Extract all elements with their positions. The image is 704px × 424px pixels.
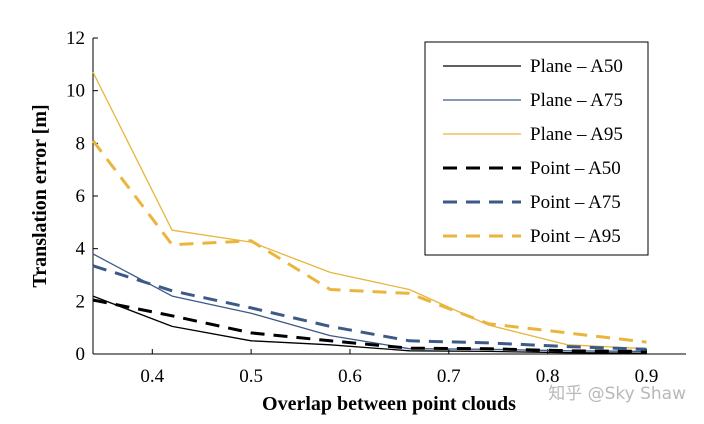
legend-box xyxy=(424,41,649,256)
y-tick-label: 10 xyxy=(66,81,85,102)
legend: Plane – A50 Plane – A75 Plane – A95 Point –… xyxy=(424,41,649,256)
series-line-4 xyxy=(92,298,647,353)
y-tick-label: 12 xyxy=(66,28,85,49)
series-line-1 xyxy=(92,295,647,354)
x-tick-label: 0.7 xyxy=(437,366,461,387)
x-tick-label: 0.4 xyxy=(140,366,164,387)
y-axis-title: Translation error [m] xyxy=(29,104,51,287)
y-tick-label: 6 xyxy=(76,186,86,207)
y-tick-label: 8 xyxy=(76,133,86,154)
legend-label: Point – A75 xyxy=(530,192,621,213)
y-tick-label: 4 xyxy=(76,239,86,260)
y-tick-label: 2 xyxy=(76,291,86,312)
x-tick-label: 0.6 xyxy=(338,366,362,387)
series-line-2 xyxy=(92,253,647,353)
axes: 0 2 4 6 8 10 12 0.4 0.5 0.6 0.7 0.8 0.9 xyxy=(66,28,686,387)
legend-label: Plane – A50 xyxy=(530,56,623,77)
legend-label: Point – A95 xyxy=(530,226,621,247)
series-line-6 xyxy=(91,139,647,344)
legend-label: Point – A50 xyxy=(530,158,621,179)
y-tick-label: 0 xyxy=(76,344,86,365)
series-line-3 xyxy=(92,71,647,350)
x-tick-label: 0.9 xyxy=(635,366,659,387)
legend-label: Plane – A75 xyxy=(530,90,623,111)
series-line-5 xyxy=(92,264,647,351)
legend-label: Plane – A95 xyxy=(530,124,623,145)
x-tick-label: 0.8 xyxy=(536,366,560,387)
series-layer xyxy=(91,71,647,354)
x-tick-label: 0.5 xyxy=(239,366,263,387)
watermark-text: 知乎 @Sky Shaw xyxy=(548,384,686,404)
x-axis-title: Overlap between point clouds xyxy=(262,393,516,415)
